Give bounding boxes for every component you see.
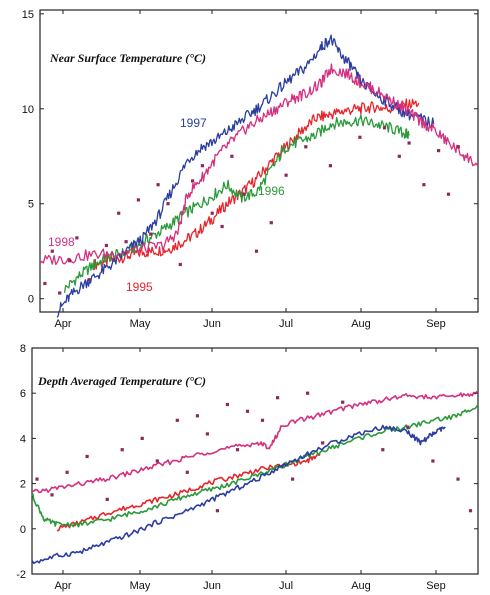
series-line-1995 xyxy=(93,98,420,271)
scatter-point xyxy=(306,391,310,395)
y-tick-label: -2 xyxy=(16,569,26,581)
scatter-point xyxy=(136,198,140,202)
scatter-point xyxy=(284,173,288,177)
series-line-1998 xyxy=(39,63,479,266)
scatter-point xyxy=(291,477,295,481)
scatter-point xyxy=(185,470,189,474)
series-label-1997: 1997 xyxy=(180,116,207,130)
scatter-point xyxy=(269,221,273,225)
scatter-point xyxy=(321,441,325,445)
scatter-point xyxy=(166,202,170,206)
scatter-point xyxy=(276,396,280,400)
scatter-point xyxy=(120,448,124,452)
scatter-point xyxy=(124,240,128,244)
x-tick-label: Jul xyxy=(279,580,293,592)
x-tick-label: Jun xyxy=(203,580,221,592)
scatter-point xyxy=(43,281,47,286)
series-line-1996 xyxy=(31,404,479,528)
x-tick-label: Apr xyxy=(54,318,71,330)
scatter-point xyxy=(155,459,159,463)
scatter-point xyxy=(87,278,91,282)
scatter-point xyxy=(397,154,401,158)
scatter-point xyxy=(260,418,265,422)
scatter-point xyxy=(178,262,182,267)
scatter-point xyxy=(407,141,411,145)
scatter-point xyxy=(406,425,410,429)
scatter-point xyxy=(117,211,121,215)
x-tick-label: Aug xyxy=(351,580,371,592)
y-tick-label: 0 xyxy=(28,294,34,306)
scatter-point xyxy=(215,509,219,513)
scatter-point xyxy=(58,291,62,295)
x-tick-label: Jul xyxy=(279,318,293,330)
y-tick-label: 15 xyxy=(22,9,34,21)
scatter-point xyxy=(254,249,259,253)
scatter-point xyxy=(200,164,204,168)
scatter-point xyxy=(468,509,473,513)
scatter-point xyxy=(422,183,426,187)
scatter-point xyxy=(50,249,54,253)
scatter-point xyxy=(235,448,240,452)
y-tick-label: 6 xyxy=(20,388,26,400)
scatter-point xyxy=(446,192,451,196)
scatter-point xyxy=(230,154,234,158)
x-tick-label: Apr xyxy=(54,580,71,592)
series-label-1996: 1996 xyxy=(258,184,285,198)
scatter-point xyxy=(225,402,229,407)
scatter-point xyxy=(245,409,250,413)
scatter-point xyxy=(328,164,332,168)
y-tick-label: 8 xyxy=(20,343,26,355)
scatter-point xyxy=(431,459,435,463)
scatter-point xyxy=(156,183,160,187)
y-tick-label: 5 xyxy=(28,199,34,211)
scatter-point xyxy=(149,232,153,236)
near-surface-temperature-panel: Near Surface Temperature (°C) 0 5 10 15 Apr M… xyxy=(22,9,479,330)
x-tick-label: May xyxy=(130,318,151,330)
series-label-1995: 1995 xyxy=(126,280,153,294)
scatter-point xyxy=(210,211,214,215)
scatter-point xyxy=(140,436,144,440)
scatter-point xyxy=(205,432,209,436)
chart-title: Near Surface Temperature (°C) xyxy=(49,51,206,65)
scatter-point xyxy=(50,493,54,497)
y-tick-label: 2 xyxy=(20,479,26,491)
scatter-point xyxy=(67,259,72,263)
scatter-point xyxy=(104,243,108,248)
series-line-1998 xyxy=(31,391,479,494)
y-tick-label: 0 xyxy=(20,524,26,536)
y-tick-label: 10 xyxy=(22,104,34,116)
chart-title: Depth Averaged Temperature (°C) xyxy=(37,374,206,388)
plot-frame xyxy=(31,347,479,575)
x-tick-label: May xyxy=(130,580,151,592)
scatter-point xyxy=(437,149,441,153)
scatter-point xyxy=(358,135,362,139)
scatter-point xyxy=(85,454,89,459)
scatter-point xyxy=(341,400,345,404)
depth-averaged-temperature-panel: Depth Averaged Temperature (°C) -2 0 2 4 6 8 A… xyxy=(16,343,479,592)
x-tick-label: Sep xyxy=(426,318,446,330)
scatter-point xyxy=(220,224,224,229)
scatter-point xyxy=(242,192,246,196)
scatter-point xyxy=(75,236,79,240)
scatter-point xyxy=(35,477,39,481)
series-label-1998: 1998 xyxy=(48,235,75,249)
scatter-point xyxy=(456,477,460,481)
x-tick-label: Jun xyxy=(203,318,221,330)
y-tick-label: 4 xyxy=(20,433,26,445)
series-line-1996 xyxy=(63,114,410,293)
scatter-point xyxy=(105,497,109,501)
scatter-point xyxy=(381,448,385,452)
series-line-1997 xyxy=(31,424,446,565)
x-tick-label: Sep xyxy=(426,580,446,592)
scatter-point xyxy=(191,179,195,183)
scatter-point xyxy=(456,145,460,149)
scatter-point xyxy=(304,145,308,149)
scatter-point xyxy=(65,470,69,474)
scatter-point xyxy=(175,418,179,422)
scatter-point xyxy=(195,414,199,418)
x-tick-label: Aug xyxy=(351,318,371,330)
scatter-point xyxy=(382,126,387,130)
